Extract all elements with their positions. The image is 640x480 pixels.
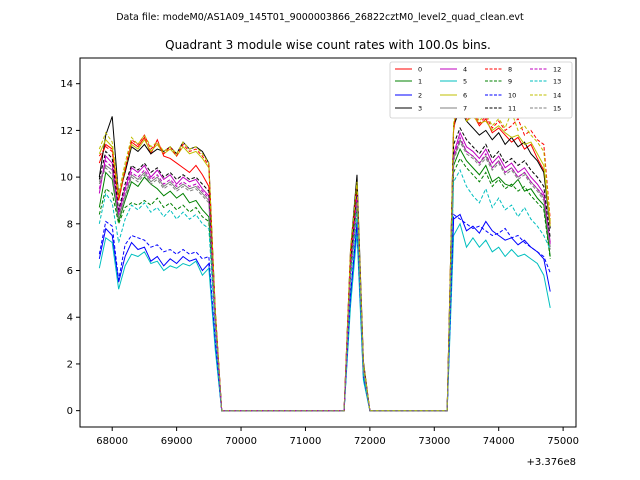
y-tick-label: 0 xyxy=(67,406,73,417)
x-tick-label: 74000 xyxy=(483,436,515,447)
x-tick-label: 71000 xyxy=(290,436,322,447)
x-tick-label: 72000 xyxy=(354,436,386,447)
y-tick-label: 6 xyxy=(67,266,73,277)
legend-label-3: 3 xyxy=(418,105,422,113)
legend-label-1: 1 xyxy=(418,78,422,86)
legend-label-0: 0 xyxy=(418,66,422,74)
ticks-layer: 68000 69000 70000 71000 72000 73000 74000 75000… xyxy=(60,79,579,447)
legend-label-7: 7 xyxy=(463,105,467,113)
legend-label-15: 15 xyxy=(553,105,561,113)
legend-label-14: 14 xyxy=(553,92,561,100)
legend-label-11: 11 xyxy=(508,105,516,113)
x-tick-label: 68000 xyxy=(96,436,128,447)
x-tick-label: 70000 xyxy=(225,436,257,447)
chart-title: Quadrant 3 module wise count rates with … xyxy=(165,38,491,52)
y-tick-label: 10 xyxy=(60,173,73,184)
series-layer xyxy=(98,78,551,412)
series-line-10 xyxy=(98,213,551,412)
legend-label-8: 8 xyxy=(508,66,512,74)
legend-label-4: 4 xyxy=(463,66,467,74)
x-tick-label: 69000 xyxy=(161,436,193,447)
x-tick-label: 73000 xyxy=(418,436,450,447)
legend-label-6: 6 xyxy=(463,92,467,100)
y-tick-label: 12 xyxy=(60,126,73,137)
legend-label-9: 9 xyxy=(508,78,512,86)
legend-label-13: 13 xyxy=(553,78,561,86)
y-tick-label: 14 xyxy=(60,79,73,90)
y-tick-label: 8 xyxy=(67,219,73,230)
legend-frame xyxy=(389,61,573,119)
legend-label-12: 12 xyxy=(553,66,561,74)
x-offset-label: +3.376e8 xyxy=(526,457,576,468)
series-line-15 xyxy=(98,140,551,412)
y-tick-label: 4 xyxy=(67,313,73,324)
legend-label-2: 2 xyxy=(418,92,422,100)
legend-label-10: 10 xyxy=(508,92,516,100)
x-tick-label: 75000 xyxy=(547,436,579,447)
legend-label-5: 5 xyxy=(463,78,467,86)
y-tick-label: 2 xyxy=(67,359,73,370)
plot-frame xyxy=(79,57,577,428)
chart-suptitle: Data file: modeM0/AS1A09_145T01_90000038… xyxy=(116,12,524,23)
